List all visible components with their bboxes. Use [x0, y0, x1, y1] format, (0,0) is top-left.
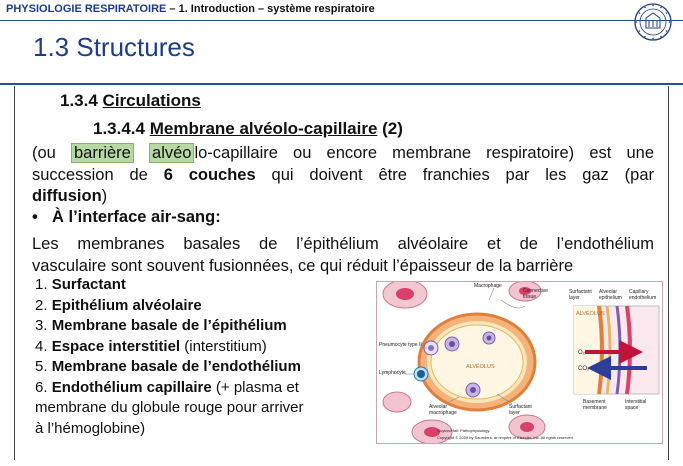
- label-alv-macro-2: macrophage: [429, 410, 457, 416]
- subsection-number: 1.3.4.4: [93, 119, 150, 138]
- university-seal-icon: [634, 3, 672, 41]
- section-heading: 1.3.4 Circulations: [60, 91, 201, 111]
- list-num: 5.: [35, 358, 52, 375]
- label-surfactant-1: Surfactant: [509, 404, 532, 410]
- label-alveolus: ALVÉOLUS: [466, 363, 495, 370]
- intro-line-3: diffusion): [32, 185, 654, 207]
- intro-text: lo-capillaire ou encore membrane respira…: [194, 144, 655, 162]
- list-item: membrane du globule rouge pour arriver: [35, 398, 303, 419]
- section-label: Circulations: [102, 91, 201, 110]
- credit-line-2: Copyright © 2009 by Saunders, an imprint…: [437, 435, 574, 440]
- left-border: [14, 86, 15, 460]
- inset-endothelium-2: endothelium: [629, 295, 656, 301]
- highlight-barriere: barrière: [71, 143, 134, 163]
- right-border: [668, 86, 669, 460]
- subsection-label: Membrane alvéolo-capillaire: [149, 119, 378, 138]
- label-o2: O₂: [578, 350, 586, 356]
- list-bold: Membrane basale de l’épithélium: [51, 317, 287, 334]
- label-co2: CO₂: [578, 366, 590, 372]
- bullet-heading: • À l’interface air-sang:: [32, 208, 221, 227]
- label-surfactant-2: layer: [509, 410, 520, 416]
- list-bold: Surfactant: [51, 276, 126, 293]
- inset-epithelium-1: Alveolar: [599, 289, 617, 295]
- list-item: 4. Espace interstitiel (interstitium): [35, 337, 303, 358]
- intro-bold: 6 couches: [163, 166, 256, 184]
- list-bold: Epithélium alvéolaire: [51, 296, 202, 314]
- inset-surfactant-2: layer: [569, 295, 580, 301]
- header-divider: [0, 20, 683, 21]
- label-macrophage: Macrophage: [474, 283, 502, 289]
- intro-bold: diffusion: [32, 187, 102, 205]
- label-lymphocyte: Lymphocyte: [379, 370, 406, 376]
- list-bold: Espace interstitiel: [51, 337, 181, 355]
- inset-epithelium-2: epithelium: [599, 295, 622, 301]
- bullet-text: À l’interface air-sang:: [52, 208, 221, 226]
- list-bold: Membrane basale de l’endothélium: [51, 358, 301, 375]
- label-interstitial-2: space: [625, 405, 639, 411]
- intro-text: ): [101, 187, 108, 205]
- inset-endothelium-1: Capillary: [629, 289, 649, 295]
- layer-list: 1. Surfactant 2. Epithélium alvéolaire 3…: [35, 275, 303, 439]
- intro-text: (ou: [32, 144, 71, 162]
- membranes-line-1: Les membranes basales de l’épithélium al…: [32, 235, 654, 253]
- list-item: 3. Membrane basale de l’épithélium: [35, 316, 303, 337]
- list-item: 2. Epithélium alvéolaire: [35, 296, 303, 317]
- list-num: 4.: [35, 337, 52, 355]
- list-item: 5. Membrane basale de l’endothélium: [35, 357, 303, 378]
- subsection-suffix: (2): [377, 119, 403, 138]
- list-item: 1. Surfactant: [35, 275, 303, 296]
- label-connective: Connective: [523, 288, 548, 294]
- list-rest: membrane du globule rouge pour arriver: [35, 399, 304, 416]
- list-num: 3.: [35, 317, 52, 334]
- intro-space: [134, 144, 149, 162]
- list-rest: (+ plasma et: [211, 378, 299, 396]
- label-interstitial-1: Interstitial: [625, 399, 646, 405]
- label-alv-macro-1: Alveolar: [429, 404, 447, 410]
- intro-line-1: (ou barrière alvéo lo-capillaire ou encor…: [32, 142, 654, 164]
- label-tissue: tissue: [523, 294, 536, 300]
- slide-title: 1.3 Structures: [33, 32, 195, 62]
- list-num: 2.: [35, 296, 52, 314]
- label-basement-2: membrane: [583, 405, 607, 411]
- list-rest: (interstitium): [180, 337, 267, 355]
- list-num: 6.: [35, 378, 52, 396]
- list-item: 6. Endothélium capillaire (+ plasma et: [35, 378, 303, 399]
- label-basement-1: Basement: [583, 399, 606, 405]
- intro-line-2: succession de 6 couches qui doivent être…: [32, 164, 654, 186]
- inset-surfactant-1: Surfactant: [569, 289, 592, 295]
- slide-header: PHYSIOLOGIE RESPIRATOIRE – 1. Introducti…: [6, 3, 375, 15]
- alveolar-membrane-figure: Macrophage Connective tissue Pneumocyte …: [376, 281, 663, 444]
- intro-text: succession de: [32, 166, 164, 184]
- credit-line-1: Guyton/Hall: Pathophysiology: [437, 428, 489, 433]
- bullet-symbol: •: [32, 208, 38, 226]
- highlight-alveo: alvéo: [149, 143, 195, 163]
- header-course: PHYSIOLOGIE RESPIRATOIRE: [6, 3, 167, 15]
- inset-alveolus: ALVÉOLUS: [576, 310, 605, 317]
- list-rest: à l’hémoglobine): [35, 419, 146, 437]
- subsection-heading: 1.3.4.4 Membrane alvéolo-capillaire (2): [93, 119, 403, 139]
- label-pneumocyte: Pneumocyte type II: [379, 342, 422, 348]
- title-divider: [0, 83, 683, 85]
- intro-text: qui doivent être franchies par les gaz (…: [255, 166, 654, 184]
- header-chapter: – 1. Introduction – système respiratoire: [166, 3, 375, 15]
- list-bold: Endothélium capillaire: [51, 378, 212, 396]
- membranes-line-2: vasculaire sont souvent fusionnées, ce q…: [32, 257, 574, 275]
- list-item: à l’hémoglobine): [35, 419, 303, 440]
- list-num: 1.: [35, 276, 52, 293]
- section-number: 1.3.4: [60, 91, 103, 110]
